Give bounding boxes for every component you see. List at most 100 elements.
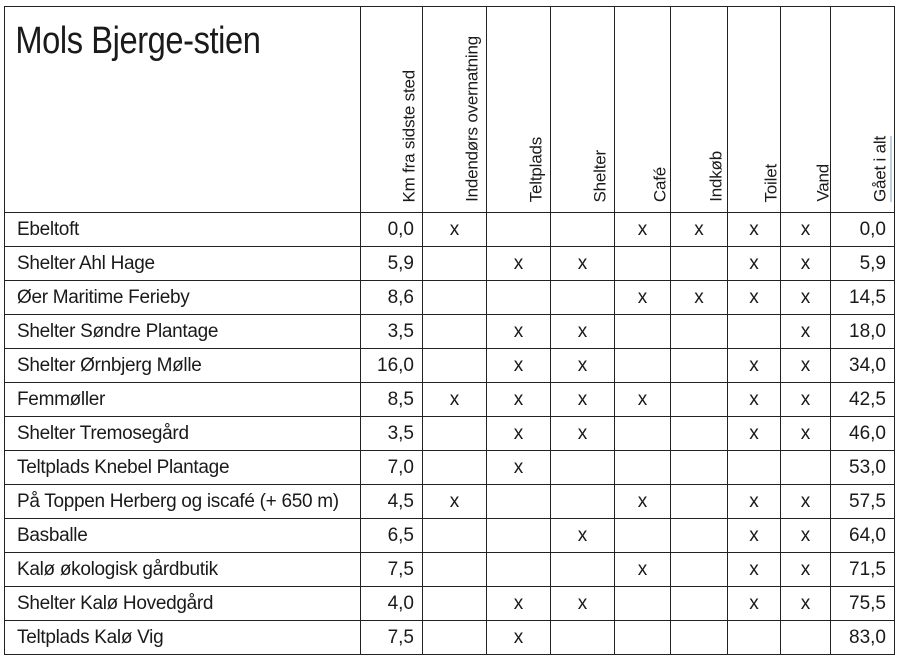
km-cell: 16,0 (360, 348, 423, 383)
km-cell: 5,9 (360, 246, 423, 281)
shelter-cell (550, 280, 615, 315)
water-cell: x (780, 484, 831, 519)
indoor-cell (422, 586, 487, 621)
km-cell: 8,6 (360, 280, 423, 315)
shop-cell: x (670, 280, 728, 315)
km-cell: 8,5 (360, 382, 423, 417)
shop-cell (670, 348, 728, 383)
cafe-cell (614, 416, 671, 451)
toilet-cell: x (727, 280, 781, 315)
toilet-cell: x (727, 382, 781, 417)
toilet-cell: x (727, 518, 781, 553)
km-cell: 7,0 (360, 450, 423, 485)
toilet-cell: x (727, 246, 781, 281)
shop-cell (670, 518, 728, 553)
shelter-cell: x (550, 246, 615, 281)
col-header-shelter: Shelter (550, 6, 615, 213)
total-cell: 75,5 (830, 586, 895, 621)
table-row: Shelter Kalø Hovedgård 4,0 x x x x 75,5 (4, 586, 895, 621)
table-row: Femmøller 8,5 x x x x x x 42,5 (4, 382, 895, 417)
toilet-cell (727, 450, 781, 485)
indoor-cell (422, 348, 487, 383)
place-name: Shelter Kalø Hovedgård (4, 586, 361, 621)
water-cell (780, 620, 831, 655)
cafe-cell: x (614, 382, 671, 417)
toilet-cell: x (727, 212, 781, 247)
page-title: Mols Bjerge-stien (15, 20, 261, 62)
table-row: Teltplads Kalø Vig 7,5 x 83,0 (4, 620, 895, 655)
tent-cell: x (486, 450, 551, 485)
place-name: Teltplads Kalø Vig (4, 620, 361, 655)
title-cell: Mols Bjerge-stien (4, 6, 361, 213)
km-cell: 4,5 (360, 484, 423, 519)
km-cell: 7,5 (360, 552, 423, 587)
table-row: Basballe 6,5 x x x 64,0 (4, 518, 895, 553)
total-cell: 83,0 (830, 620, 895, 655)
cafe-cell (614, 586, 671, 621)
place-name: På Toppen Herberg og iscafé (+ 650 m) (4, 484, 361, 519)
shop-cell (670, 416, 728, 451)
total-cell: 18,0 (830, 314, 895, 349)
shelter-cell: x (550, 416, 615, 451)
water-cell: x (780, 348, 831, 383)
tent-cell: x (486, 586, 551, 621)
table-row: På Toppen Herberg og iscafé (+ 650 m) 4,… (4, 484, 895, 519)
water-cell: x (780, 382, 831, 417)
cafe-cell (614, 620, 671, 655)
cafe-cell (614, 246, 671, 281)
shelter-cell (550, 552, 615, 587)
col-label-cafe: Café (650, 166, 669, 202)
km-cell: 0,0 (360, 212, 423, 247)
total-cell: 46,0 (830, 416, 895, 451)
header-row: Mols Bjerge-stien Km fra sidste sted Ind… (4, 6, 895, 213)
table-row: Shelter Tremosegård 3,5 x x x x 46,0 (4, 416, 895, 451)
total-cell: 14,5 (830, 280, 895, 315)
place-name: Øer Maritime Ferieby (4, 280, 361, 315)
water-cell: x (780, 280, 831, 315)
tent-cell: x (486, 348, 551, 383)
tent-cell: x (486, 416, 551, 451)
shelter-cell: x (550, 518, 615, 553)
place-name: Teltplads Knebel Plantage (4, 450, 361, 485)
place-name: Shelter Ørnbjerg Mølle (4, 348, 361, 383)
indoor-cell (422, 518, 487, 553)
indoor-cell (422, 246, 487, 281)
indoor-cell: x (422, 484, 487, 519)
water-cell: x (780, 314, 831, 349)
shop-cell (670, 586, 728, 621)
col-label-km: Km fra sidste sted (399, 69, 418, 202)
indoor-cell (422, 280, 487, 315)
col-header-km: Km fra sidste sted (360, 6, 423, 213)
cafe-cell: x (614, 212, 671, 247)
shelter-cell (550, 450, 615, 485)
table-row: Shelter Søndre Plantage 3,5 x x x 18,0 (4, 314, 895, 349)
table-row: Kalø økologisk gårdbutik 7,5 x x x 71,5 (4, 552, 895, 587)
col-label-tent: Teltplads (526, 136, 545, 202)
shelter-cell: x (550, 348, 615, 383)
col-header-cafe: Café (614, 6, 671, 213)
col-label-indoor: Indendørs overnatning (462, 36, 481, 202)
total-cell: 42,5 (830, 382, 895, 417)
cafe-cell (614, 518, 671, 553)
col-header-indoor: Indendørs overnatning (422, 6, 487, 213)
total-cell: 53,0 (830, 450, 895, 485)
col-header-shop: Indkøb (670, 6, 728, 213)
col-label-shelter: Shelter (590, 149, 609, 202)
shelter-cell (550, 620, 615, 655)
toilet-cell: x (727, 552, 781, 587)
tent-cell (486, 484, 551, 519)
col-header-toilet: Toilet (727, 6, 781, 213)
indoor-cell: x (422, 382, 487, 417)
water-cell: x (780, 552, 831, 587)
cafe-cell: x (614, 280, 671, 315)
col-label-toilet: Toilet (761, 163, 781, 203)
indoor-cell: x (422, 212, 487, 247)
km-cell: 7,5 (360, 620, 423, 655)
tent-cell: x (486, 620, 551, 655)
water-cell: x (780, 586, 831, 621)
toilet-cell: x (727, 484, 781, 519)
shelter-cell (550, 484, 615, 519)
indoor-cell (422, 416, 487, 451)
toilet-cell (727, 314, 781, 349)
table-row: Shelter Ahl Hage 5,9 x x x x 5,9 (4, 246, 895, 281)
